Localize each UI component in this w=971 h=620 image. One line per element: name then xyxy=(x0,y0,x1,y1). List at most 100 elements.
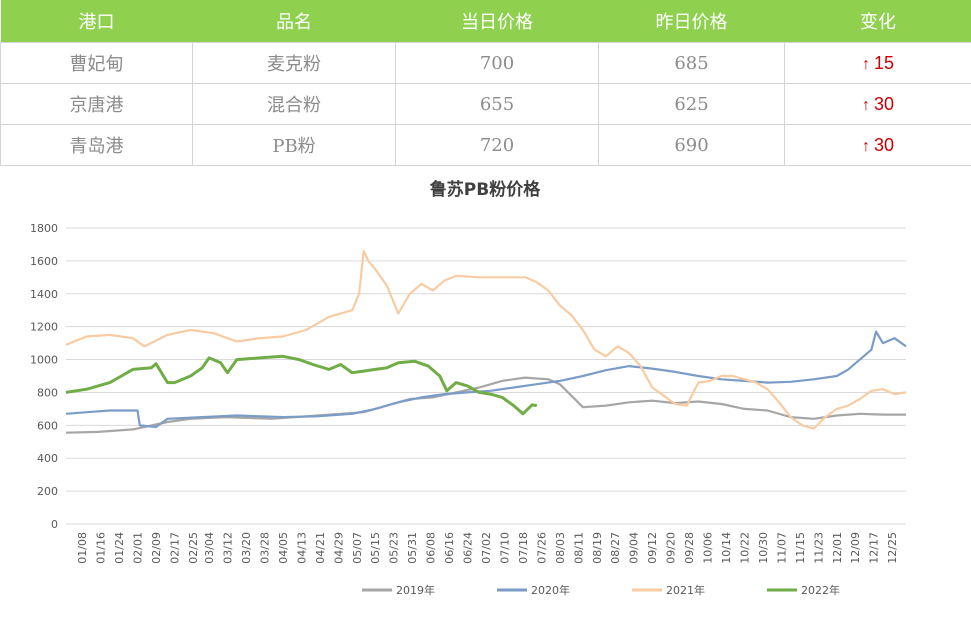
chart-title: 鲁苏PB粉价格 xyxy=(430,179,541,200)
x-tick-label: 11/15 xyxy=(794,532,807,564)
cell-port: 青岛港 xyxy=(1,125,193,166)
y-tick-label: 0 xyxy=(51,518,58,531)
x-tick-label: 09/28 xyxy=(683,532,696,564)
change-value: 30 xyxy=(874,94,894,114)
x-tick-label: 02/01 xyxy=(132,532,145,564)
change-value: 15 xyxy=(874,53,894,73)
y-tick-label: 200 xyxy=(37,485,58,498)
change-value: 30 xyxy=(874,135,894,155)
x-tick-label: 06/16 xyxy=(443,532,456,564)
chart-area: 鲁苏PB粉价格 0 200 400 600 800 1000 1200 1400 1600 180… xyxy=(0,165,971,616)
x-tick-label: 07/26 xyxy=(535,532,548,564)
cell-yesterday-price: 685 xyxy=(599,43,785,84)
x-tick-label: 12/09 xyxy=(849,532,862,564)
x-tick-label: 10/30 xyxy=(757,532,770,564)
cell-product: 混合粉 xyxy=(193,84,396,125)
x-tick-label: 01/16 xyxy=(95,532,108,564)
up-arrow-icon: ↑ xyxy=(862,138,870,155)
x-tick-label: 09/04 xyxy=(628,532,641,564)
y-tick-label: 800 xyxy=(37,386,58,399)
cell-today-price: 720 xyxy=(396,125,599,166)
price-table: 港口 品名 当日价格 昨日价格 变化 曹妃甸 麦克粉 700 685 ↑15 京… xyxy=(0,0,971,166)
x-tick-label: 05/23 xyxy=(388,532,401,564)
header-port: 港口 xyxy=(1,0,193,43)
x-tick-label: 10/06 xyxy=(702,532,715,564)
x-tick-label: 05/31 xyxy=(406,532,419,564)
series-line-2021 xyxy=(66,251,906,429)
cell-product: 麦克粉 xyxy=(193,43,396,84)
x-tick-label: 09/12 xyxy=(646,532,659,564)
cell-change: ↑30 xyxy=(785,125,971,166)
x-tick-label: 11/23 xyxy=(812,532,825,564)
y-tick-label: 1800 xyxy=(30,222,58,235)
cell-port: 曹妃甸 xyxy=(1,43,193,84)
x-tick-label: 07/10 xyxy=(498,532,511,564)
x-tick-label: 11/07 xyxy=(775,532,788,564)
x-tick-label: 09/20 xyxy=(665,532,678,564)
cell-today-price: 655 xyxy=(396,84,599,125)
up-arrow-icon: ↑ xyxy=(862,56,870,73)
x-tick-label: 03/28 xyxy=(258,532,271,564)
chart-legend: 2019年 2020年 2021年 2022年 xyxy=(362,583,840,597)
x-tick-label: 04/13 xyxy=(295,532,308,564)
x-tick-label: 12/25 xyxy=(886,532,899,564)
legend-label: 2019年 xyxy=(396,583,435,597)
cell-change: ↑30 xyxy=(785,84,971,125)
cell-yesterday-price: 625 xyxy=(599,84,785,125)
x-tick-label: 10/14 xyxy=(720,532,733,564)
up-arrow-icon: ↑ xyxy=(862,97,870,114)
x-tick-label: 06/08 xyxy=(425,532,438,564)
header-product: 品名 xyxy=(193,0,396,43)
x-tick-label: 02/17 xyxy=(168,532,181,564)
table-row: 曹妃甸 麦克粉 700 685 ↑15 xyxy=(1,43,971,84)
y-axis: 0 200 400 600 800 1000 1200 1400 1600 1800 xyxy=(30,222,58,531)
x-tick-label: 03/12 xyxy=(222,532,235,564)
series-line-2020 xyxy=(66,332,906,427)
table-row: 京唐港 混合粉 655 625 ↑30 xyxy=(1,84,971,125)
series-line-2022 xyxy=(66,356,537,414)
table-row: 青岛港 PB粉 720 690 ↑30 xyxy=(1,125,971,166)
x-tick-label: 07/02 xyxy=(480,532,493,564)
x-tick-label: 01/24 xyxy=(113,532,126,564)
x-tick-label: 08/11 xyxy=(572,532,585,564)
cell-product: PB粉 xyxy=(193,125,396,166)
cell-yesterday-price: 690 xyxy=(599,125,785,166)
x-tick-label: 03/20 xyxy=(240,532,253,564)
header-change: 变化 xyxy=(785,0,971,43)
x-tick-label: 02/25 xyxy=(187,532,200,564)
x-tick-label: 08/19 xyxy=(591,532,604,564)
cell-port: 京唐港 xyxy=(1,84,193,125)
x-tick-label: 12/01 xyxy=(831,532,844,564)
header-today-price: 当日价格 xyxy=(396,0,599,43)
x-tick-label: 06/24 xyxy=(462,532,475,564)
y-tick-label: 1000 xyxy=(30,354,58,367)
x-tick-label: 12/17 xyxy=(868,532,881,564)
x-tick-label: 05/07 xyxy=(351,532,364,564)
x-tick-label: 08/27 xyxy=(609,532,622,564)
x-tick-label: 08/03 xyxy=(554,532,567,564)
price-line-chart: 鲁苏PB粉价格 0 200 400 600 800 1000 1200 1400 1600 180… xyxy=(0,165,971,616)
y-tick-label: 600 xyxy=(37,419,58,432)
x-tick-label: 10/22 xyxy=(738,532,751,564)
y-tick-label: 1400 xyxy=(30,288,58,301)
legend-label: 2021年 xyxy=(666,583,705,597)
y-tick-label: 1200 xyxy=(30,321,58,334)
x-tick-label: 03/04 xyxy=(203,532,216,564)
legend-label: 2020年 xyxy=(531,583,570,597)
y-tick-label: 400 xyxy=(37,452,58,465)
x-tick-label: 07/18 xyxy=(517,532,530,564)
x-tick-label: 04/21 xyxy=(314,532,327,564)
cell-change: ↑15 xyxy=(785,43,971,84)
x-tick-label: 05/15 xyxy=(369,532,382,564)
header-yesterday-price: 昨日价格 xyxy=(599,0,785,43)
cell-today-price: 700 xyxy=(396,43,599,84)
x-tick-label: 04/29 xyxy=(332,532,345,564)
chart-lines xyxy=(66,251,906,433)
x-tick-label: 01/08 xyxy=(76,532,89,564)
x-tick-label: 04/05 xyxy=(277,532,290,564)
x-tick-label: 02/09 xyxy=(150,532,163,564)
legend-label: 2022年 xyxy=(801,583,840,597)
y-tick-label: 1600 xyxy=(30,255,58,268)
table-header-row: 港口 品名 当日价格 昨日价格 变化 xyxy=(1,0,971,43)
